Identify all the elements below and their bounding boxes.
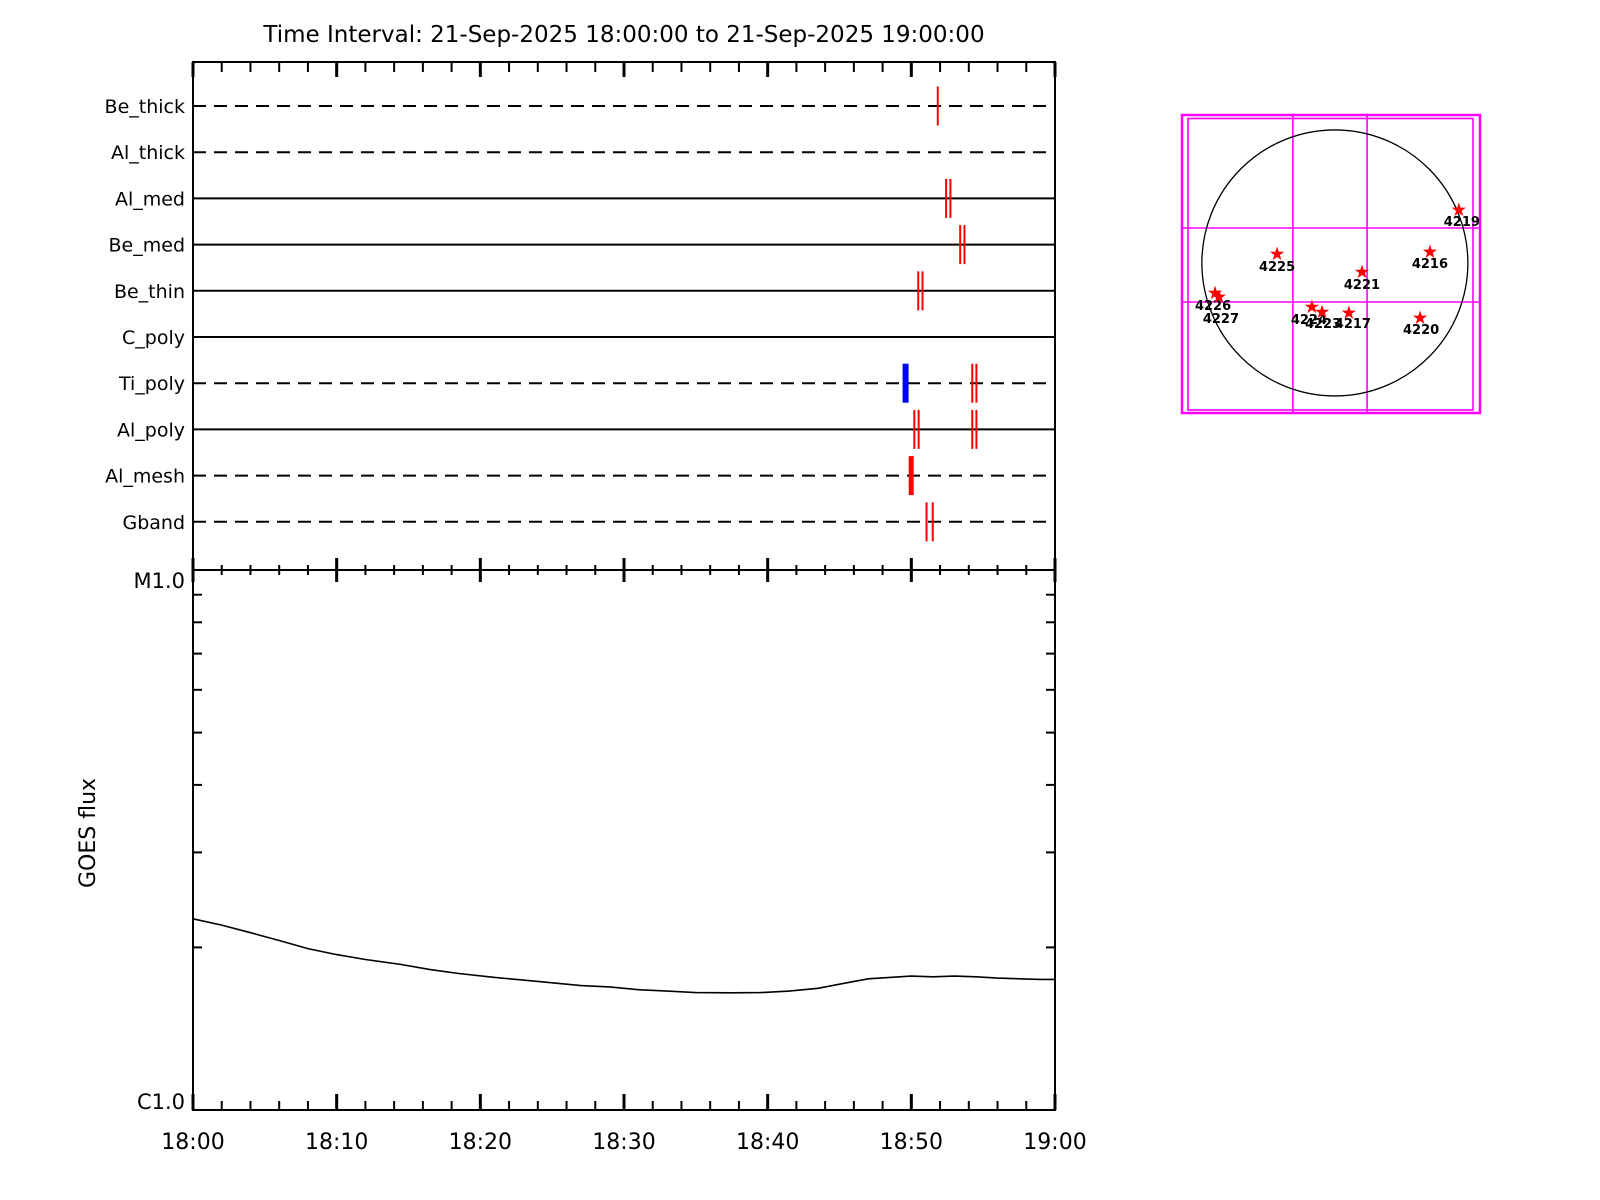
active-region-label: 4216 bbox=[1412, 257, 1448, 272]
active-region-label: 4219 bbox=[1444, 215, 1480, 230]
channel-label: Be_thick bbox=[105, 96, 185, 118]
observation-mark bbox=[908, 456, 914, 496]
goes-flux-curve bbox=[192, 918, 1055, 994]
active-region-label: 4217 bbox=[1335, 317, 1371, 332]
channel-label: Al_mesh bbox=[105, 466, 185, 488]
active-region-star bbox=[1422, 244, 1438, 259]
map-inner-fov-border bbox=[1187, 117, 1474, 411]
active-region-star bbox=[1341, 305, 1357, 320]
active-region-star bbox=[1451, 202, 1466, 217]
active-region-star bbox=[1207, 285, 1223, 300]
observation-mark bbox=[921, 271, 924, 311]
timeline-panel-border bbox=[192, 61, 1056, 571]
active-region-star bbox=[1354, 264, 1370, 279]
x-tick-label: 18:10 bbox=[305, 1130, 368, 1155]
plot-title: Time Interval: 21-Sep-2025 18:00:00 to 2… bbox=[262, 22, 984, 48]
active-region-star bbox=[1304, 299, 1320, 314]
observation-mark bbox=[949, 178, 952, 218]
observation-mark bbox=[959, 225, 962, 265]
active-region-star bbox=[1211, 289, 1227, 304]
active-region-star bbox=[1314, 304, 1330, 319]
channel-label: Al_poly bbox=[117, 419, 185, 441]
goes-panel: 18:00 18:10 18:20 18:30 18:40 18:50 19:00 bbox=[161, 569, 1087, 1155]
observation-mark bbox=[963, 225, 966, 265]
observation-mark bbox=[975, 363, 978, 403]
channel-label: Ti_poly bbox=[118, 373, 185, 395]
active-region-label: 4227 bbox=[1203, 312, 1239, 327]
channel-label: Gband bbox=[122, 512, 185, 534]
active-region-label: 4221 bbox=[1344, 278, 1380, 293]
observation-mark bbox=[971, 363, 974, 403]
observation-mark bbox=[913, 409, 916, 449]
observation-mark bbox=[917, 271, 920, 311]
x-tick-label: 18:00 bbox=[161, 1130, 224, 1155]
active-region-label: 4224 bbox=[1291, 313, 1327, 328]
active-region-star bbox=[1269, 246, 1285, 261]
observation-mark bbox=[902, 363, 909, 403]
channel-label: Al_thick bbox=[111, 142, 185, 164]
channel-label: Be_thin bbox=[114, 281, 185, 303]
observation-mark bbox=[925, 502, 928, 542]
observation-mark bbox=[945, 178, 948, 218]
x-tick-label: 19:00 bbox=[1023, 1130, 1086, 1155]
goes-panel-border bbox=[192, 569, 1056, 1111]
active-region-label: 4225 bbox=[1259, 260, 1295, 275]
observation-mark bbox=[971, 409, 974, 449]
observation-mark bbox=[917, 409, 920, 449]
observation-mark bbox=[936, 86, 939, 126]
active-region-label: 4220 bbox=[1403, 323, 1439, 338]
active-region-label: 4226 bbox=[1195, 299, 1231, 314]
x-tick-label: 18:30 bbox=[592, 1130, 655, 1155]
active-region-star bbox=[1412, 310, 1428, 325]
solar-disk bbox=[1201, 129, 1469, 397]
observation-mark bbox=[975, 409, 978, 449]
x-tick-label: 18:40 bbox=[736, 1130, 799, 1155]
observation-mark bbox=[931, 502, 934, 542]
timeline-panel: Be_thick Al_thick Al_med Be_med Be_thin C_pol… bbox=[105, 61, 1057, 582]
map-outer-fov-border bbox=[1180, 113, 1482, 415]
x-tick-label: 18:20 bbox=[449, 1130, 512, 1155]
goes-ymax-label: M1.0 bbox=[133, 569, 185, 593]
active-region-label: 4223 bbox=[1305, 317, 1341, 332]
channel-label: C_poly bbox=[122, 327, 185, 349]
x-tick-label: 18:50 bbox=[880, 1130, 943, 1155]
goes-axis-title: GOES flux bbox=[76, 778, 101, 888]
channel-label: Al_med bbox=[115, 188, 185, 210]
channel-label: Be_med bbox=[109, 235, 185, 257]
goes-ymin-label: C1.0 bbox=[137, 1090, 185, 1114]
